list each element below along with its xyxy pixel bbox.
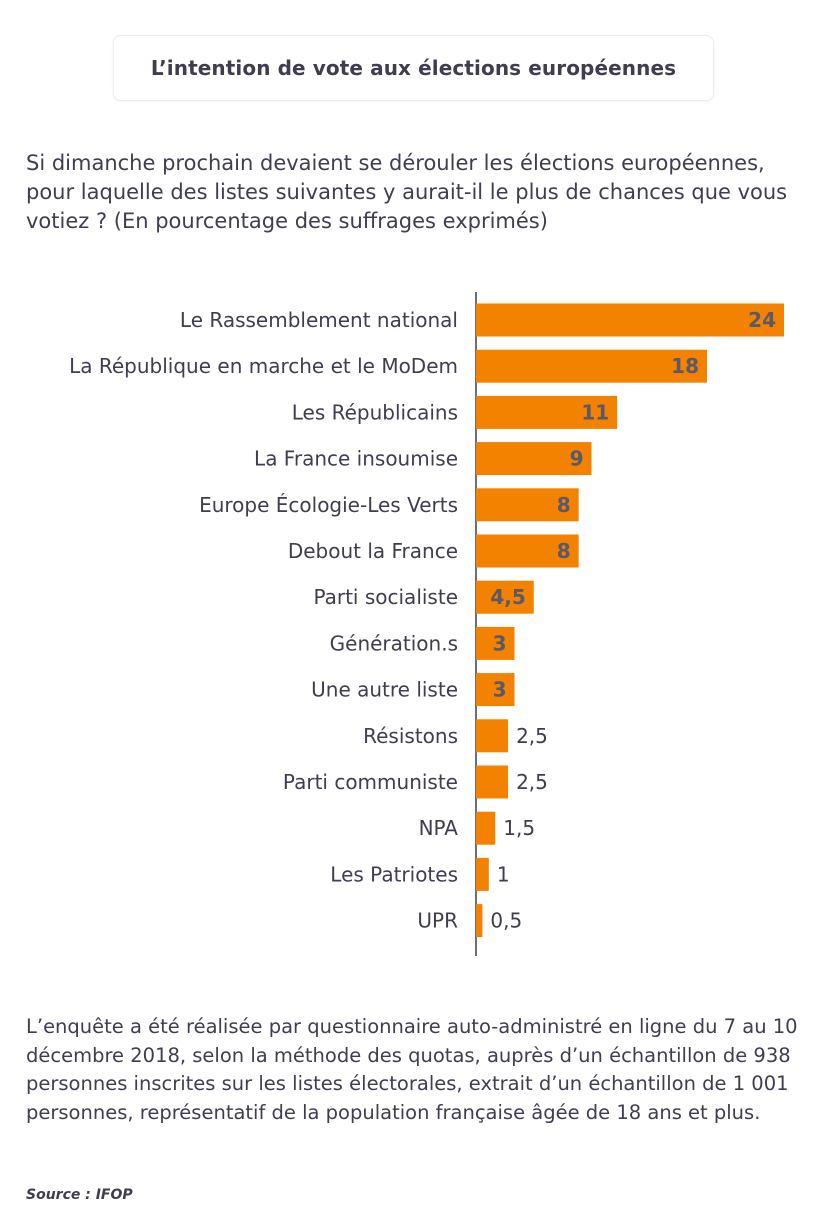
data-label: 2,5 <box>516 724 548 748</box>
category-label: Les Patriotes <box>330 862 458 886</box>
data-label: 18 <box>671 354 699 378</box>
bar <box>476 349 707 383</box>
source-label: Source : IFOP <box>26 1187 133 1203</box>
bar <box>476 857 489 891</box>
bar <box>476 580 534 614</box>
bar <box>476 303 784 337</box>
data-label: 3 <box>493 631 507 655</box>
bar <box>476 904 483 938</box>
category-label: Résistons <box>363 724 458 748</box>
bar <box>476 442 592 476</box>
bar <box>476 534 579 568</box>
category-label: La République en marche et le MoDem <box>69 354 458 378</box>
category-label: Debout la France <box>288 539 458 563</box>
data-label: 0,5 <box>490 909 522 933</box>
category-label: Génération.s <box>330 631 458 655</box>
data-label: 11 <box>581 400 609 424</box>
category-label: Les Républicains <box>292 400 458 424</box>
bar <box>476 811 496 845</box>
category-label: La France insoumise <box>254 447 458 471</box>
data-label: 1 <box>497 862 510 886</box>
bar <box>476 395 618 429</box>
bar <box>476 719 509 753</box>
bar-chart: Le Rassemblement national 24 La République… <box>69 292 784 956</box>
category-label: Parti socialiste <box>313 585 458 609</box>
category-label: NPA <box>419 816 459 840</box>
methodology-note: L’enquête a été réalisée par questionnai… <box>26 1015 798 1124</box>
question-text: Si dimanche prochain devaient se déroule… <box>26 151 788 233</box>
data-label: 24 <box>748 308 776 332</box>
bar <box>476 488 579 522</box>
data-label: 2,5 <box>516 770 548 794</box>
category-label: Parti communiste <box>283 770 458 794</box>
chart-title: L’intention de vote aux élections europé… <box>150 56 677 80</box>
category-label: Europe Écologie-Les Verts <box>199 493 458 517</box>
data-label: 3 <box>493 678 507 702</box>
data-label: 8 <box>557 539 571 563</box>
category-label: Une autre liste <box>311 678 458 702</box>
data-label: 4,5 <box>490 585 525 609</box>
bar <box>476 673 515 707</box>
bar <box>476 626 515 660</box>
data-label: 8 <box>557 493 571 517</box>
category-label: Le Rassemblement national <box>180 308 458 332</box>
data-label: 1,5 <box>503 816 535 840</box>
category-label: UPR <box>417 909 458 933</box>
bar <box>476 765 509 799</box>
data-label: 9 <box>570 447 584 471</box>
title-box: L’intention de vote aux élections europé… <box>113 35 714 101</box>
